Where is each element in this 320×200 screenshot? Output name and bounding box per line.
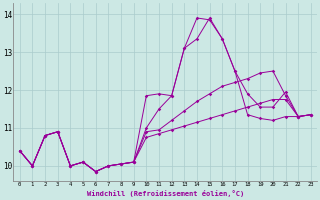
X-axis label: Windchill (Refroidissement éolien,°C): Windchill (Refroidissement éolien,°C) (87, 190, 244, 197)
